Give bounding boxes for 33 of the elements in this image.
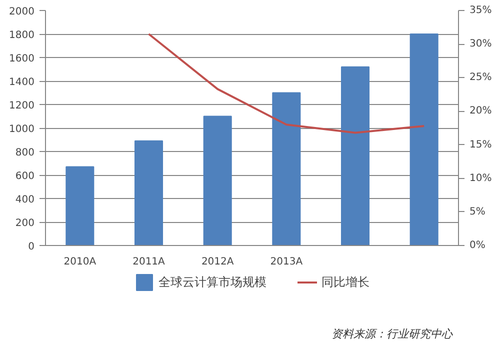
y-tick-label: 800: [15, 148, 35, 158]
y2-tick-label: 10%: [470, 172, 492, 184]
bar: [203, 116, 232, 246]
text: 资料来源：行业研究中心: [332, 328, 454, 340]
legend-label: 全球云计算市场规模: [158, 274, 266, 290]
bar: [134, 140, 164, 246]
y-tick-label: 600: [15, 171, 35, 182]
bar: [410, 34, 438, 246]
y-tick-label: 1000: [9, 124, 35, 135]
bar: [66, 166, 94, 246]
y2-tick-label: 0%: [470, 240, 486, 251]
y2-tick-label: 15%: [470, 139, 492, 150]
y2-tick-label: 35%: [470, 5, 492, 16]
y-tick-label: 2000: [9, 6, 35, 18]
y2-tick-label: 25%: [470, 72, 492, 84]
y-tick-label: 1200: [9, 100, 35, 112]
y-tick-label: 400: [15, 194, 35, 206]
y-tick-label: 1800: [9, 30, 35, 41]
x-tick-label: 2010A: [64, 256, 96, 268]
bar: [340, 66, 370, 246]
y-tick-label: 0: [28, 242, 35, 252]
y-tick-label: 200: [15, 218, 35, 229]
y2-tick-label: 30%: [470, 38, 492, 50]
line-series: [148, 33, 426, 134]
x-tick-label: 2012A: [201, 256, 234, 268]
legend-label: 同比增长: [322, 274, 370, 290]
x-tick-label: 2011A: [132, 256, 166, 268]
y-tick-label: 1400: [9, 77, 35, 88]
x-tick-label: 2013A: [270, 256, 303, 268]
y-tick-label: 1600: [9, 54, 35, 64]
bar: [272, 92, 301, 246]
y2-tick-label: 5%: [470, 206, 486, 218]
y2-tick-label: 20%: [470, 106, 492, 117]
